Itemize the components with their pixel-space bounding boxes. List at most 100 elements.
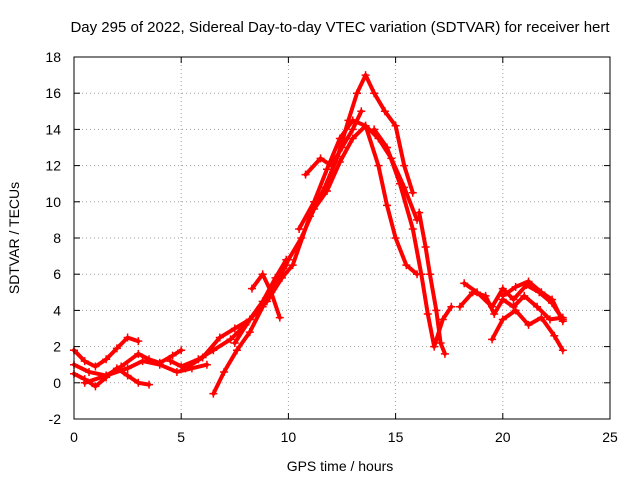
data-point [533, 302, 542, 311]
data-point [550, 331, 559, 340]
data-point [112, 344, 121, 353]
data-point [524, 320, 533, 329]
series-line [168, 73, 415, 371]
data-point [80, 378, 89, 387]
data-point [460, 279, 469, 288]
data-point [488, 335, 497, 344]
data-point [383, 201, 392, 210]
data-point [102, 355, 111, 364]
data-point [267, 288, 276, 297]
y-tick-label: 8 [53, 230, 61, 246]
data-point [548, 295, 557, 304]
data-point [258, 270, 267, 279]
data-point [447, 302, 456, 311]
y-tick-label: 2 [53, 339, 61, 355]
data-point [301, 170, 310, 179]
data-point [537, 313, 546, 322]
data-point [432, 306, 441, 315]
x-tick-label: 5 [177, 429, 185, 445]
data-point [327, 161, 336, 170]
data-point [430, 342, 439, 351]
data-point [509, 295, 518, 304]
data-point [177, 346, 186, 355]
data-point [408, 188, 417, 197]
series-pass-8 [230, 255, 291, 347]
data-point [374, 161, 383, 170]
data-point [335, 157, 344, 166]
data-point [247, 284, 256, 293]
data-point [520, 291, 529, 300]
data-point [348, 125, 357, 134]
data-point [353, 89, 362, 98]
data-point [282, 255, 291, 264]
data-point [498, 284, 507, 293]
data-point [400, 161, 409, 170]
grid-layer [74, 57, 610, 419]
data-point [209, 346, 218, 355]
data-point [275, 313, 284, 322]
data-point [455, 302, 464, 311]
data-point [134, 378, 143, 387]
x-tick-label: 20 [495, 429, 511, 445]
data-point [338, 143, 346, 152]
series-pass-16 [488, 306, 567, 355]
data-point [417, 270, 426, 279]
x-axis-title: GPS time / hours [287, 458, 394, 474]
data-point [209, 389, 218, 398]
data-point [545, 315, 554, 324]
y-tick-label: 0 [53, 375, 61, 391]
data-point [511, 306, 520, 315]
data-point [91, 362, 100, 371]
y-tick-labels: -2 0 2 4 6 8 10 12 14 16 18 [45, 49, 61, 427]
data-point [488, 302, 497, 311]
data-point [230, 324, 239, 333]
data-point [498, 315, 507, 324]
series-pass-11 [301, 107, 366, 179]
data-point [123, 364, 132, 373]
series-pass-14 [455, 288, 567, 324]
data-point [245, 315, 254, 324]
data-point [415, 208, 424, 217]
data-point [80, 357, 89, 366]
data-point [230, 338, 239, 347]
series-pass-13 [415, 208, 449, 358]
data-point [310, 197, 319, 206]
data-point [245, 328, 254, 337]
data-point [91, 382, 100, 391]
data-point [134, 337, 143, 346]
data-layer [70, 71, 567, 398]
series-pass-5 [166, 71, 417, 373]
data-point [473, 288, 482, 297]
y-tick-label: 4 [53, 302, 61, 318]
x-tick-label: 10 [281, 429, 297, 445]
data-point [425, 270, 434, 279]
data-point [297, 234, 306, 242]
data-point [145, 380, 154, 389]
data-point [423, 310, 432, 319]
series-pass-7 [209, 261, 291, 398]
data-point [166, 357, 175, 366]
data-point [177, 362, 186, 371]
series-line [250, 272, 282, 320]
data-point [322, 186, 331, 195]
data-point [102, 371, 111, 380]
data-point [498, 291, 507, 300]
data-point [391, 234, 400, 242]
data-point [220, 367, 229, 376]
series-line [303, 109, 364, 177]
data-point [370, 125, 379, 134]
series-pass-17 [498, 277, 567, 326]
data-point [194, 355, 203, 364]
y-tick-label: 10 [45, 194, 61, 210]
data-point [348, 134, 357, 143]
data-point [134, 349, 143, 358]
data-point [511, 282, 520, 291]
data-point [436, 338, 445, 347]
chart-title: Day 295 of 2022, Sidereal Day-to-day VTE… [70, 19, 610, 36]
series-line [500, 279, 565, 324]
x-tick-label: 0 [70, 429, 78, 445]
tick-layer [73, 56, 611, 420]
data-point [440, 349, 449, 358]
series-line [372, 127, 454, 349]
